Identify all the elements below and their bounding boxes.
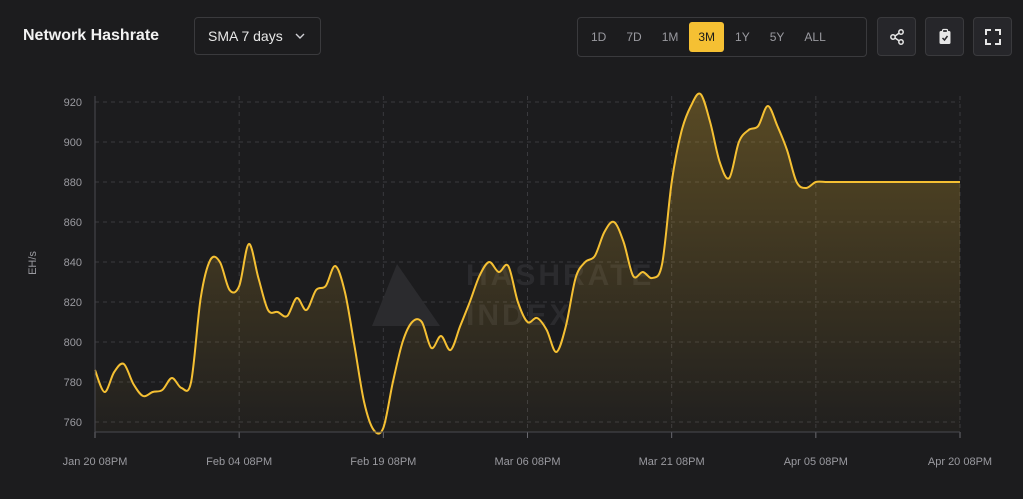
y-tick-label: 900 [64,137,82,149]
share-button[interactable] [877,17,916,56]
x-tick-label: Mar 06 08PM [494,456,560,468]
series-line [94,92,961,435]
y-tick-label: 880 [64,177,82,189]
y-tick-label: 860 [64,217,82,229]
range-button-7d[interactable]: 7D [626,30,642,44]
range-button-1m[interactable]: 1M [661,30,679,44]
chevron-down-icon [295,33,305,39]
x-tick-label: Apr 20 08PM [928,456,992,468]
y-tick-label: 780 [64,377,82,389]
y-axis-title: EH/s [27,251,39,275]
y-tick-label: 920 [64,97,82,109]
x-tick-label: Feb 04 08PM [206,456,272,468]
x-tick-label: Mar 21 08PM [639,456,705,468]
x-axis: Jan 20 08PM Feb 04 08PM Feb 19 08PM Mar 06 … [63,431,992,468]
fullscreen-button[interactable] [973,17,1012,56]
y-axis: 760 780 800 820 840 860 880 900 920 [64,96,96,432]
watermark-logo-icon [372,264,440,326]
x-tick-label: Apr 05 08PM [784,456,848,468]
y-tick-label: 840 [64,257,82,269]
y-tick-label: 820 [64,297,82,309]
y-tick-label: 800 [64,337,82,349]
range-button-1d[interactable]: 1D [591,30,607,44]
x-tick-label: Feb 19 08PM [350,456,416,468]
sma-select-label: SMA 7 days [208,28,283,44]
share-icon [889,28,904,45]
range-button-5y[interactable]: 5Y [769,30,785,44]
series-area [95,93,960,434]
x-tick-label: Jan 20 08PM [63,456,128,468]
range-button-1y[interactable]: 1Y [735,30,750,44]
y-tick-label: 760 [64,417,82,429]
range-button-3m[interactable]: 3M [689,22,725,52]
clipboard-icon [939,28,950,44]
page-title: Network Hashrate [23,27,160,44]
range-button-all[interactable]: ALL [804,30,826,44]
range-selector: 1D 7D 1M 3M 1Y 5Y ALL [577,17,867,57]
fullscreen-icon [984,28,1001,45]
sma-select[interactable]: SMA 7 days [194,17,321,55]
copy-button[interactable] [925,17,964,56]
